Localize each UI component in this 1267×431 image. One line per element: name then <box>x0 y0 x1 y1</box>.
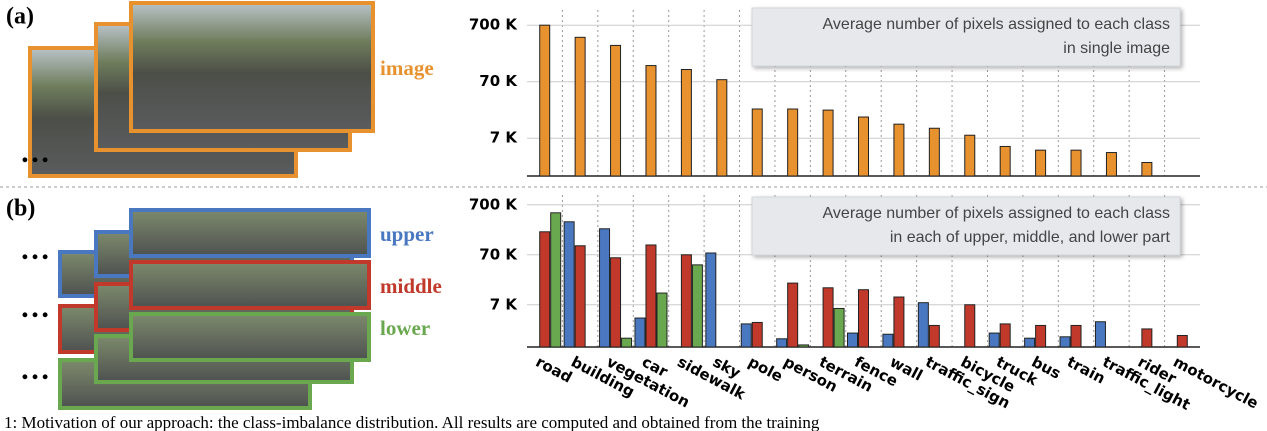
y-tick-label: 7 K <box>490 129 519 147</box>
bar <box>776 338 788 348</box>
bar <box>1070 149 1082 177</box>
bar <box>716 79 728 177</box>
bar <box>893 296 905 348</box>
legend-label: lower <box>380 316 430 340</box>
bar <box>634 317 646 348</box>
bar <box>1035 324 1047 348</box>
annotation-box <box>751 196 1181 256</box>
annotation-text: Average number of pixels assigned to eac… <box>823 205 1170 222</box>
bar <box>999 145 1011 177</box>
bar <box>539 24 551 177</box>
bar <box>751 321 763 348</box>
bar <box>822 109 834 177</box>
bar <box>798 344 810 348</box>
bar <box>1070 324 1082 348</box>
bar <box>917 302 929 348</box>
bar <box>574 245 586 348</box>
bar <box>539 231 551 348</box>
bar <box>574 36 586 177</box>
bar <box>1141 162 1153 177</box>
panel-label: (a) <box>6 4 34 30</box>
ellipsis: … <box>20 233 50 266</box>
x-tick-label: train <box>1064 353 1108 388</box>
bar <box>645 65 657 177</box>
bar <box>1105 152 1117 177</box>
y-tick-label: 70 K <box>479 72 518 90</box>
bar <box>893 123 905 177</box>
legend-label: middle <box>380 274 442 298</box>
bar <box>1035 149 1047 177</box>
bar <box>691 264 703 348</box>
bar <box>621 337 633 348</box>
bar <box>610 257 622 348</box>
bar <box>1024 337 1036 348</box>
bar <box>858 289 869 348</box>
x-tick-label: pole <box>745 353 786 386</box>
annotation-text: in single image <box>1063 40 1170 57</box>
bar <box>847 332 858 348</box>
bar <box>1176 334 1188 348</box>
bar <box>610 44 622 177</box>
ellipsis: … <box>20 291 50 324</box>
y-tick-label: 700 K <box>469 195 519 213</box>
bar <box>680 69 692 177</box>
caption: 1: Motivation of our approach: the class… <box>4 413 820 431</box>
bar <box>1059 336 1071 348</box>
bar <box>550 212 562 348</box>
ellipsis: … <box>20 136 50 169</box>
annotation-text: Average number of pixels assigned to eac… <box>823 16 1170 33</box>
bar <box>1141 328 1153 348</box>
legend-label: image <box>380 56 434 80</box>
bar <box>656 292 668 348</box>
photo-stack-b <box>58 208 371 410</box>
bar <box>964 304 976 348</box>
annotation-box <box>751 7 1181 67</box>
bar <box>882 333 894 348</box>
panel-label: (b) <box>6 196 35 222</box>
photo-stack-a <box>28 1 375 178</box>
bar <box>928 127 940 177</box>
y-tick-label: 70 K <box>479 245 518 263</box>
bar <box>787 282 799 348</box>
ellipsis: … <box>20 353 50 386</box>
annotation-text: in each of upper, middle, and lower part <box>890 229 1171 246</box>
bar <box>858 116 869 177</box>
bar <box>999 323 1011 348</box>
bar <box>928 324 940 348</box>
bar <box>740 323 752 348</box>
bar <box>751 108 763 177</box>
x-tick-label: road <box>533 353 575 387</box>
bar <box>787 108 799 177</box>
bar <box>833 307 845 348</box>
bar <box>1094 321 1106 348</box>
bar <box>563 221 575 348</box>
bar <box>645 244 657 348</box>
bar <box>964 134 976 177</box>
y-tick-label: 7 K <box>490 295 519 313</box>
bar <box>599 228 611 348</box>
y-tick-label: 700 K <box>469 16 519 34</box>
legend-label: upper <box>380 222 434 246</box>
bar <box>988 332 1000 348</box>
bar <box>822 287 834 348</box>
bar <box>680 254 692 348</box>
bar <box>705 252 717 348</box>
